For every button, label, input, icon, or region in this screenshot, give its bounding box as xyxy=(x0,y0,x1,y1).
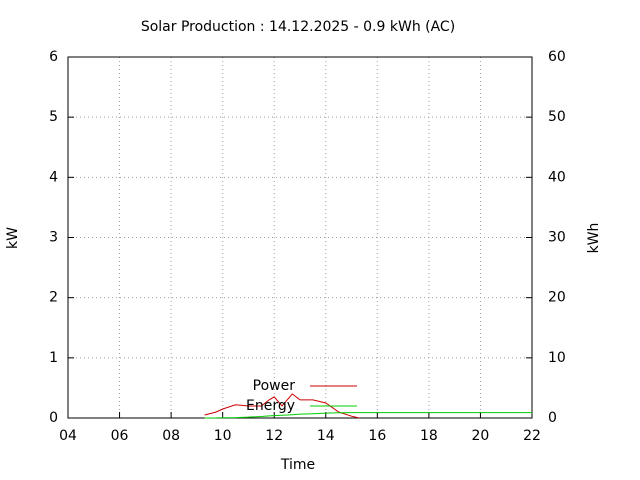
x-tick-label: 08 xyxy=(162,428,180,444)
y2-tick-label: 30 xyxy=(548,230,566,246)
x-axis-label: Time xyxy=(280,457,315,473)
y-tick-label: 3 xyxy=(49,230,58,246)
series-line xyxy=(204,393,360,419)
x-tick-label: 16 xyxy=(368,428,386,444)
y-tick-label: 6 xyxy=(49,49,58,65)
y2-tick-label: 60 xyxy=(548,49,566,65)
y-tick-label: 2 xyxy=(49,290,58,306)
x-tick-label: 20 xyxy=(472,428,490,444)
x-tick-label: 14 xyxy=(317,428,335,444)
y-axis-label: kW xyxy=(5,227,21,249)
x-tick-label: 12 xyxy=(265,428,283,444)
x-tick-label: 04 xyxy=(59,428,77,444)
legend-label: Power xyxy=(253,378,296,394)
x-tick-label: 06 xyxy=(111,428,129,444)
x-tick-label: 22 xyxy=(523,428,541,444)
y-tick-label: 1 xyxy=(49,350,58,366)
y2-axis-label: kWh xyxy=(586,223,602,254)
y-tick-label: 5 xyxy=(49,109,58,125)
legend-label: Energy xyxy=(246,398,295,414)
y-tick-label: 0 xyxy=(49,410,58,426)
y2-tick-label: 20 xyxy=(548,290,566,306)
y2-tick-label: 10 xyxy=(548,350,566,366)
x-tick-label: 18 xyxy=(420,428,438,444)
y-tick-label: 4 xyxy=(49,169,58,185)
y2-tick-label: 40 xyxy=(548,169,566,185)
y2-tick-label: 50 xyxy=(548,109,566,125)
chart-title: Solar Production : 14.12.2025 - 0.9 kWh … xyxy=(141,19,455,35)
y2-tick-label: 0 xyxy=(548,410,557,426)
x-tick-label: 10 xyxy=(214,428,232,444)
plot-border xyxy=(67,56,533,419)
series-line xyxy=(204,412,532,419)
